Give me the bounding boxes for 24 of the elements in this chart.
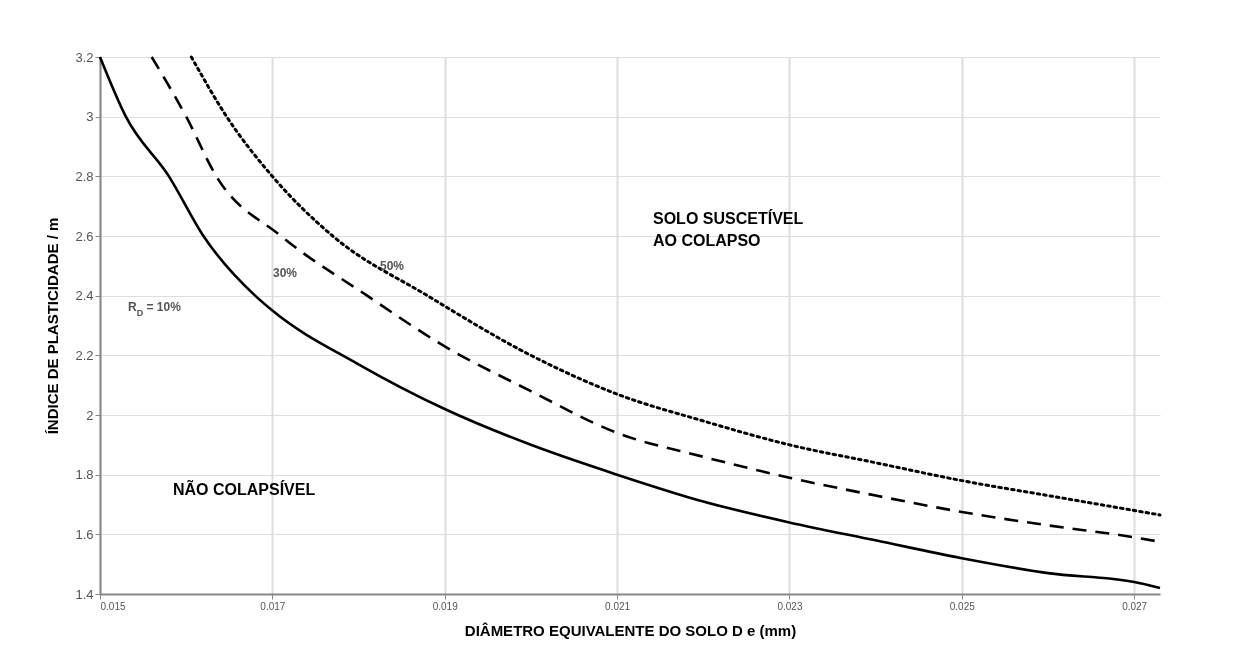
annotation: SOLO SUSCETÍVEL AO COLAPSO <box>653 209 804 249</box>
x-tick-label: 0.027 <box>1122 600 1148 612</box>
annotation: R$_{D}$ = 10% <box>128 300 182 318</box>
x-tick-label: 0.019 <box>432 600 459 612</box>
y-tick-label: 2.4 <box>75 288 94 304</box>
annotation: 30% <box>273 266 298 280</box>
y-tick-label: 1.4 <box>75 586 94 602</box>
x-tick-label: 0.021 <box>605 600 631 612</box>
annotation: NÃO COLAPSÍVEL <box>173 479 316 498</box>
y-tick-label: 1.8 <box>75 467 94 483</box>
x-tick-label: 0.023 <box>777 600 803 612</box>
x-tick-label: 0.025 <box>949 600 976 612</box>
y-tick-label: 3.2 <box>75 49 94 65</box>
x-axis-title: DIÂMETRO EQUIVALENTE DO SOLO D e (mm) <box>464 621 797 639</box>
y-axis-title: ÍNDICE DE PLASTICIDADE / m <box>44 217 62 435</box>
y-tick-label: 3 <box>86 109 94 125</box>
y-tick-label: 2.8 <box>75 168 94 184</box>
x-tick-label: 0.017 <box>260 600 286 612</box>
y-tick-label: 2.2 <box>75 347 94 363</box>
annotation: 50% <box>380 259 405 273</box>
y-tick-label: 2 <box>86 407 94 423</box>
y-tick-label: 1.6 <box>75 526 94 542</box>
x-tick-label: 0.015 <box>100 600 126 612</box>
y-tick-label: 2.6 <box>75 228 94 244</box>
